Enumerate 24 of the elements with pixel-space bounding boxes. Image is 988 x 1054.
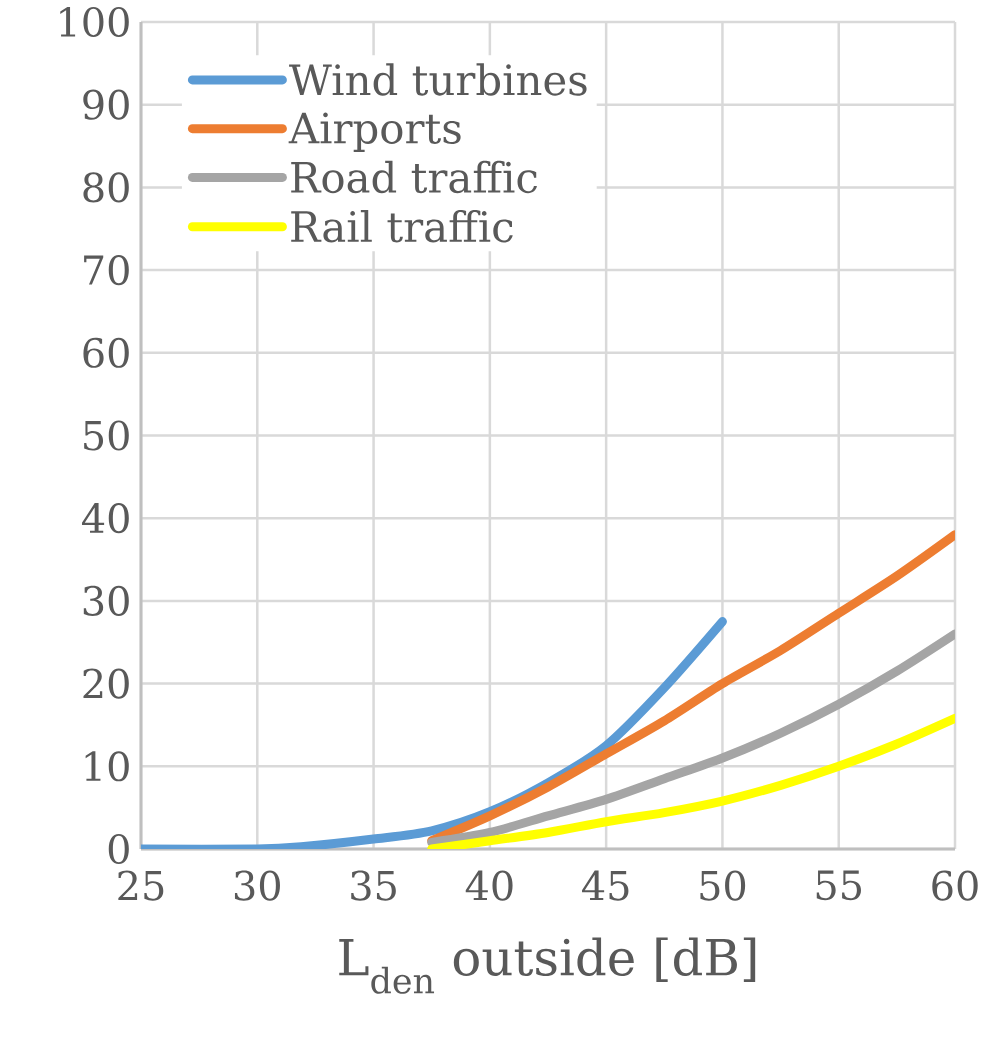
x-axis-title: L$_{den}$ outside [dB] [339,937,756,994]
legend-label: Road traffic [291,160,537,194]
y-tick-label: 70 [84,255,129,286]
y-tick-label: 80 [83,172,129,203]
x-tick-label: 50 [700,870,746,901]
x-tick-label: 35 [351,870,396,901]
x-tick-label: 40 [465,870,513,901]
y-tick-label: 30 [83,585,129,616]
y-tick-label: 50 [84,420,129,451]
y-tick-label: 0 [108,833,129,865]
x-tick-label: 30 [234,870,280,901]
x-tick-label: 45 [582,870,629,901]
y-tick-label: 10 [85,751,129,782]
x-tick-label: 55 [816,870,861,901]
y-tick-label: 60 [83,337,129,368]
y-tick-label: 20 [83,668,129,699]
legend-label: Wind turbines [289,63,587,96]
y-tick-label: 90 [83,89,129,120]
x-tick-label: 25 [118,870,164,901]
y-tick-label: 100 [60,6,129,38]
x-tick-label: 60 [932,870,978,901]
legend-label: Rail traffic [291,210,513,243]
legend-label: Airports [288,112,461,153]
y-tick-label: 40 [81,503,129,534]
